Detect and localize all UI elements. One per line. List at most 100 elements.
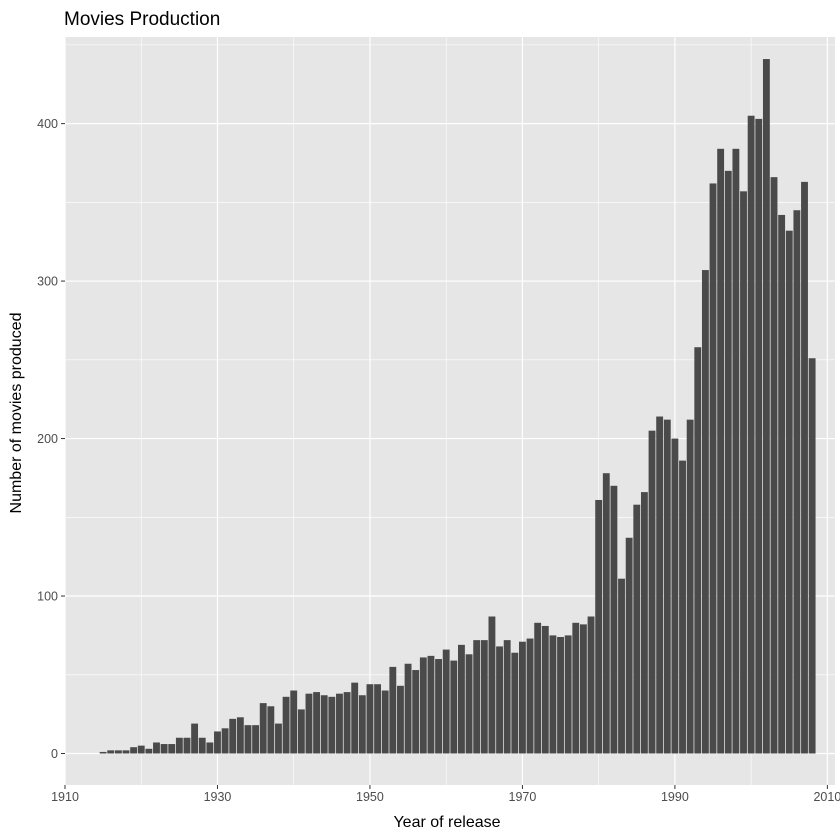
bar-1936 — [259, 703, 267, 754]
bar-1955 — [404, 663, 412, 754]
bar-1993 — [694, 347, 702, 754]
bar-1969 — [511, 652, 519, 754]
bar-1935 — [252, 725, 260, 754]
bar-1966 — [488, 616, 496, 754]
bar-1934 — [244, 725, 252, 754]
bar-1979 — [587, 616, 595, 754]
bar-1976 — [564, 635, 572, 754]
bar-1994 — [701, 270, 709, 754]
bar-1925 — [175, 737, 183, 754]
bar-2005 — [785, 230, 793, 754]
x-tick-label: 1950 — [356, 790, 384, 804]
bars — [99, 59, 816, 754]
bar-1987 — [648, 430, 656, 754]
x-axis-title: Year of release — [393, 814, 500, 831]
bar-1921 — [145, 748, 153, 754]
bar-1915 — [99, 751, 107, 754]
x-tick-label: 1930 — [204, 790, 232, 804]
y-tick-label: 200 — [37, 432, 58, 446]
bar-1930 — [214, 731, 221, 754]
bar-1972 — [534, 622, 542, 754]
bar-1973 — [541, 625, 549, 754]
bar-1975 — [557, 636, 564, 754]
bar-1961 — [450, 660, 458, 754]
bar-1951 — [374, 684, 382, 754]
bar-1922 — [153, 742, 160, 754]
bar-1923 — [160, 744, 168, 754]
bar-2001 — [755, 118, 763, 754]
bar-1950 — [366, 684, 374, 754]
bar-1919 — [130, 747, 138, 754]
bar-1954 — [397, 685, 404, 754]
bar-1986 — [640, 492, 648, 754]
bar-1932 — [229, 718, 237, 754]
bar-1989 — [663, 419, 671, 754]
bar-1947 — [343, 692, 351, 754]
bar-1991 — [679, 460, 686, 754]
bar-1929 — [206, 742, 214, 754]
bar-1948 — [351, 682, 359, 754]
bar-1944 — [320, 695, 328, 754]
bar-1953 — [389, 666, 397, 754]
bar-1997 — [724, 170, 732, 754]
bar-1959 — [435, 659, 442, 754]
bar-1956 — [412, 670, 420, 754]
bar-1916 — [107, 750, 115, 754]
bar-1943 — [313, 692, 321, 754]
bar-1927 — [191, 723, 199, 754]
bar-1939 — [282, 696, 290, 754]
bar-1971 — [526, 638, 534, 754]
bar-1933 — [236, 717, 244, 754]
y-tick-label: 0 — [51, 747, 58, 761]
bar-1999 — [740, 191, 747, 754]
bar-2008 — [808, 358, 816, 754]
bar-1931 — [221, 728, 229, 754]
bar-1949 — [358, 695, 366, 754]
y-axis-ticks: 0 100 200 300 400 — [37, 117, 65, 761]
bar-1988 — [656, 416, 664, 754]
bar-1920 — [137, 745, 145, 754]
bar-1974 — [549, 635, 557, 754]
bar-1977 — [572, 622, 580, 754]
y-tick-label: 100 — [37, 590, 58, 604]
bar-1967 — [496, 646, 503, 754]
bar-1945 — [328, 696, 336, 754]
bar-1963 — [465, 654, 473, 754]
bar-1962 — [458, 644, 465, 754]
x-tick-label: 1990 — [661, 790, 689, 804]
y-tick-label: 400 — [37, 117, 58, 131]
bar-1952 — [381, 690, 389, 754]
bar-2006 — [793, 210, 801, 754]
bar-1917 — [114, 750, 122, 754]
bar-1984 — [625, 537, 633, 754]
bar-1937 — [267, 706, 275, 754]
bar-2004 — [778, 214, 786, 754]
x-tick-label: 1970 — [509, 790, 537, 804]
chart-title: Movies Production — [64, 9, 220, 30]
bar-1965 — [480, 640, 488, 754]
bar-2002 — [762, 59, 770, 754]
bar-1968 — [503, 640, 511, 754]
bar-2000 — [747, 115, 755, 754]
bar-1964 — [473, 640, 481, 754]
bar-1996 — [717, 148, 725, 754]
y-axis-title: Number of movies produced — [8, 313, 25, 514]
bar-1957 — [419, 657, 427, 754]
bar-1982 — [610, 485, 618, 754]
x-tick-label: 2010 — [813, 790, 840, 804]
bar-1983 — [618, 578, 625, 754]
bar-1942 — [305, 693, 313, 754]
bar-1946 — [336, 693, 343, 754]
bar-2007 — [801, 181, 808, 754]
bar-1981 — [602, 473, 610, 754]
bar-1990 — [671, 438, 679, 754]
bar-1924 — [168, 744, 176, 754]
bar-1960 — [442, 649, 450, 754]
x-axis-ticks: 1910 1930 1950 1970 1990 2010 — [51, 785, 840, 804]
bar-1940 — [290, 690, 298, 754]
bar-2003 — [770, 177, 778, 754]
bar-1938 — [275, 723, 282, 754]
bar-1978 — [579, 624, 587, 754]
bar-1958 — [427, 655, 435, 754]
